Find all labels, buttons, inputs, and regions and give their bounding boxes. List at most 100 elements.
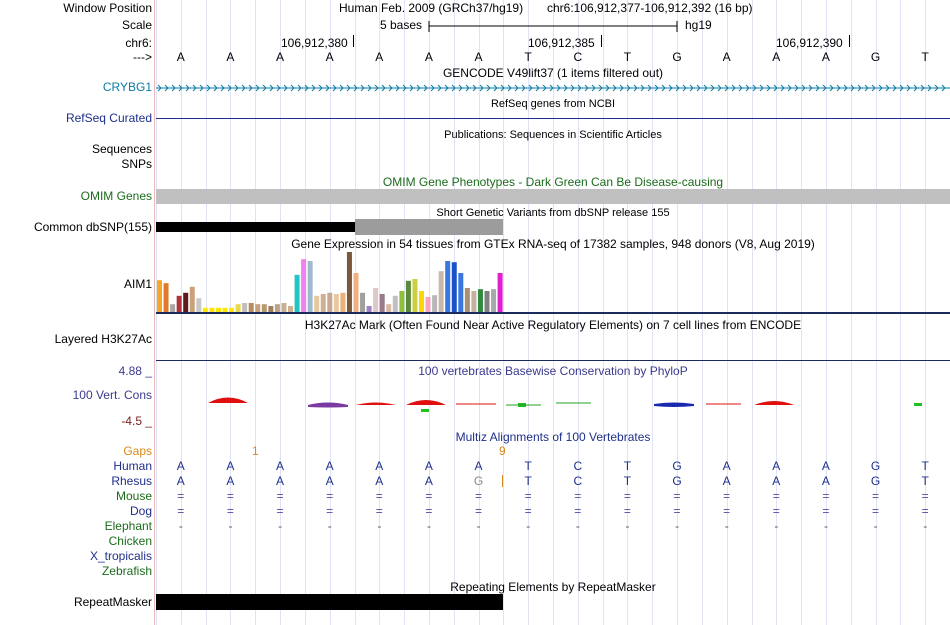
gtex-tissue-bar[interactable] (189, 286, 195, 312)
gtex-tissue-bar[interactable] (327, 292, 333, 312)
gtex-tissue-bar[interactable] (294, 274, 300, 312)
repeatmasker-element-bar[interactable] (156, 594, 503, 610)
gtex-tissue-bar[interactable] (320, 294, 326, 312)
gtex-tissue-bar[interactable] (268, 306, 274, 312)
gtex-tissue-bar[interactable] (419, 291, 424, 312)
gene-label-crybg1[interactable]: CRYBG1 (102, 80, 152, 94)
gtex-tissue-bar[interactable] (477, 289, 483, 312)
dbsnp-track-label[interactable]: Common dbSNP(155) (33, 220, 152, 234)
refseq-track-label[interactable]: RefSeq Curated (65, 111, 152, 125)
species-label[interactable]: Human (113, 459, 152, 473)
strand-chevron (171, 84, 176, 92)
species-label[interactable]: Rhesus (111, 474, 152, 488)
gtex-tissue-bar[interactable] (379, 294, 385, 312)
gtex-tissue-bar[interactable] (242, 303, 248, 312)
species-label[interactable]: Chicken (108, 534, 152, 548)
gtex-tissue-bar[interactable] (484, 291, 490, 312)
gtex-tissue-bar[interactable] (451, 262, 457, 312)
gtex-tissue-bar[interactable] (274, 304, 280, 312)
strand-chevron (178, 84, 183, 92)
gtex-tissue-bar[interactable] (340, 292, 346, 312)
scale-text: 5 bases (380, 18, 423, 32)
publications-snps-label[interactable]: SNPs (121, 157, 152, 171)
gtex-tissue-bar[interactable] (176, 295, 182, 312)
gtex-tissue-bar[interactable] (386, 304, 392, 312)
strand-chevron (269, 84, 274, 92)
phylop-conservation-plot[interactable] (156, 392, 950, 418)
species-label[interactable]: Elephant (104, 519, 152, 533)
base-letter: T (623, 50, 632, 64)
gtex-tissue-bar[interactable] (196, 298, 202, 312)
gtex-tissue-bar[interactable] (307, 261, 313, 312)
species-label[interactable]: Mouse (115, 489, 152, 503)
gtex-tissue-bar[interactable] (301, 259, 307, 312)
strand-chevron (374, 84, 379, 92)
alignment-base: - (923, 519, 928, 533)
gtex-tissue-bar[interactable] (248, 303, 254, 312)
ruler-tick-3: 106,912,390 (776, 36, 843, 50)
omim-phenotype-bar[interactable] (156, 189, 950, 204)
h3k27ac-track-label[interactable]: Layered H3K27Ac (54, 332, 152, 346)
gtex-tissue-bar[interactable] (366, 306, 372, 312)
gtex-tissue-bar[interactable] (471, 291, 477, 312)
gtex-tissue-bar[interactable] (209, 307, 215, 312)
species-label[interactable]: Dog (129, 504, 152, 518)
dbsnp-variant-highlight[interactable] (355, 219, 503, 235)
gtex-tissue-bar[interactable] (281, 303, 287, 312)
gtex-tissue-bar[interactable] (373, 288, 379, 312)
strand-chevron (500, 84, 505, 92)
gtex-tissue-bar[interactable] (360, 292, 366, 312)
gtex-gene-label[interactable]: AIM1 (123, 277, 152, 291)
dbsnp-variant-bar[interactable] (156, 222, 503, 232)
omim-track-label[interactable]: OMIM Genes (80, 189, 152, 203)
alignment-base: A (821, 474, 830, 488)
gtex-tissue-bar[interactable] (222, 307, 228, 312)
strand-chevron (556, 84, 561, 92)
strand-chevron (262, 84, 267, 92)
gtex-tissue-bar[interactable] (353, 273, 359, 312)
alignment-base: = (822, 504, 830, 518)
gtex-tissue-bar[interactable] (425, 297, 431, 312)
alignment-base: - (228, 519, 233, 533)
gtex-tissue-bar[interactable] (261, 304, 267, 312)
gtex-tissue-bar[interactable] (464, 288, 470, 312)
phylop-track-label[interactable]: 100 Vert. Cons (72, 388, 152, 402)
gtex-tissue-bar[interactable] (346, 252, 352, 312)
gtex-tissue-bar[interactable] (255, 304, 261, 312)
gtex-tissue-bar[interactable] (229, 307, 235, 312)
gtex-tissue-bar[interactable] (183, 292, 189, 312)
gtex-expression-chart[interactable] (156, 251, 536, 313)
gtex-tissue-bar[interactable] (412, 279, 418, 312)
gtex-tissue-bar[interactable] (392, 295, 398, 312)
gtex-tissue-bar[interactable] (458, 273, 464, 312)
gtex-tissue-bar[interactable] (215, 307, 221, 312)
gtex-tissue-bar[interactable] (170, 304, 176, 312)
strand-chevron (381, 84, 386, 92)
refseq-gene-line[interactable] (156, 118, 950, 119)
gtex-tissue-bar[interactable] (288, 306, 293, 312)
species-label[interactable]: Zebrafish (101, 564, 152, 578)
gtex-tissue-bar[interactable] (235, 304, 241, 312)
gtex-tissue-bar[interactable] (445, 261, 451, 312)
publications-sequences-label[interactable]: Sequences (91, 142, 152, 156)
crybg1-gene-feature[interactable] (156, 82, 950, 94)
gtex-tissue-bar[interactable] (333, 294, 339, 312)
gtex-tissue-bar[interactable] (163, 283, 169, 312)
strand-chevron (850, 84, 855, 92)
repeatmasker-track-label[interactable]: RepeatMasker (73, 595, 152, 609)
species-label[interactable]: X_tropicalis (89, 549, 152, 563)
gtex-tissue-bar[interactable] (202, 307, 208, 312)
gtex-tissue-bar[interactable] (491, 289, 497, 312)
gtex-tissue-bar[interactable] (432, 295, 438, 312)
strand-chevron (451, 84, 456, 92)
base-letter: T (921, 50, 929, 64)
gaps-label[interactable]: Gaps (123, 444, 152, 458)
gtex-tissue-bar[interactable] (314, 295, 320, 312)
gtex-tissue-bar[interactable] (438, 271, 444, 312)
gtex-tissue-bar[interactable] (157, 280, 162, 312)
gtex-tissue-bar[interactable] (497, 273, 503, 312)
alignment-base: A (424, 459, 433, 473)
gtex-tissue-bar[interactable] (405, 280, 411, 312)
gtex-tissue-bar[interactable] (399, 291, 405, 312)
